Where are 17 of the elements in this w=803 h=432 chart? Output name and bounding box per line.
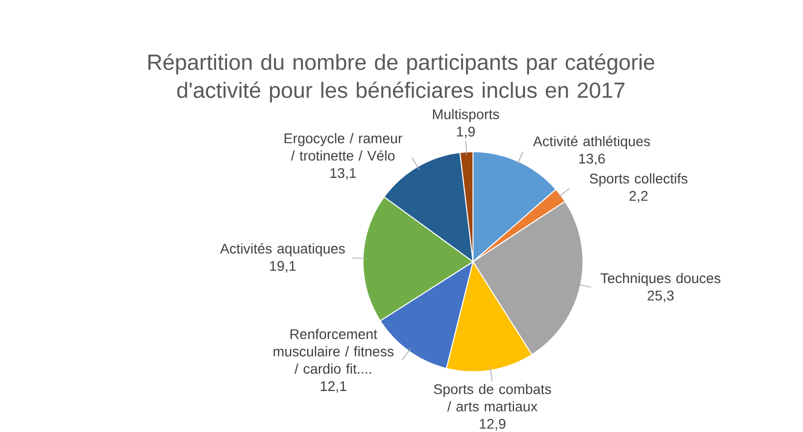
chart-title: Répartition du nombre de participants par catégorie d'activité pour les bénéficiares inclus en 2017 [148, 54, 654, 102]
data-label: 13,1 [330, 168, 356, 180]
data-label: 19,1 [270, 261, 296, 273]
data-label: 13,6 [579, 154, 605, 166]
slice-label: Ergocycle / rameur / trotinette / Vélo [284, 133, 402, 161]
slice-label: Sports collectifs [590, 173, 688, 186]
data-label: 1,9 [457, 126, 475, 138]
data-label: 12,9 [480, 418, 506, 431]
slice-label: Activité athlétiques [533, 136, 650, 150]
slice-label: Sports de combats / arts martiaux [434, 384, 552, 412]
slice-label: Activités aquatiques [220, 243, 345, 256]
slice-label: Renforcement musculaire / fitness / cardio fit.... [274, 328, 394, 374]
data-label: 25,3 [648, 290, 674, 302]
slice-label: Multisports [433, 109, 500, 122]
data-label: 12,1 [320, 381, 346, 393]
slice-label: Techniques douces [600, 273, 720, 286]
data-label: 2,2 [630, 191, 648, 203]
